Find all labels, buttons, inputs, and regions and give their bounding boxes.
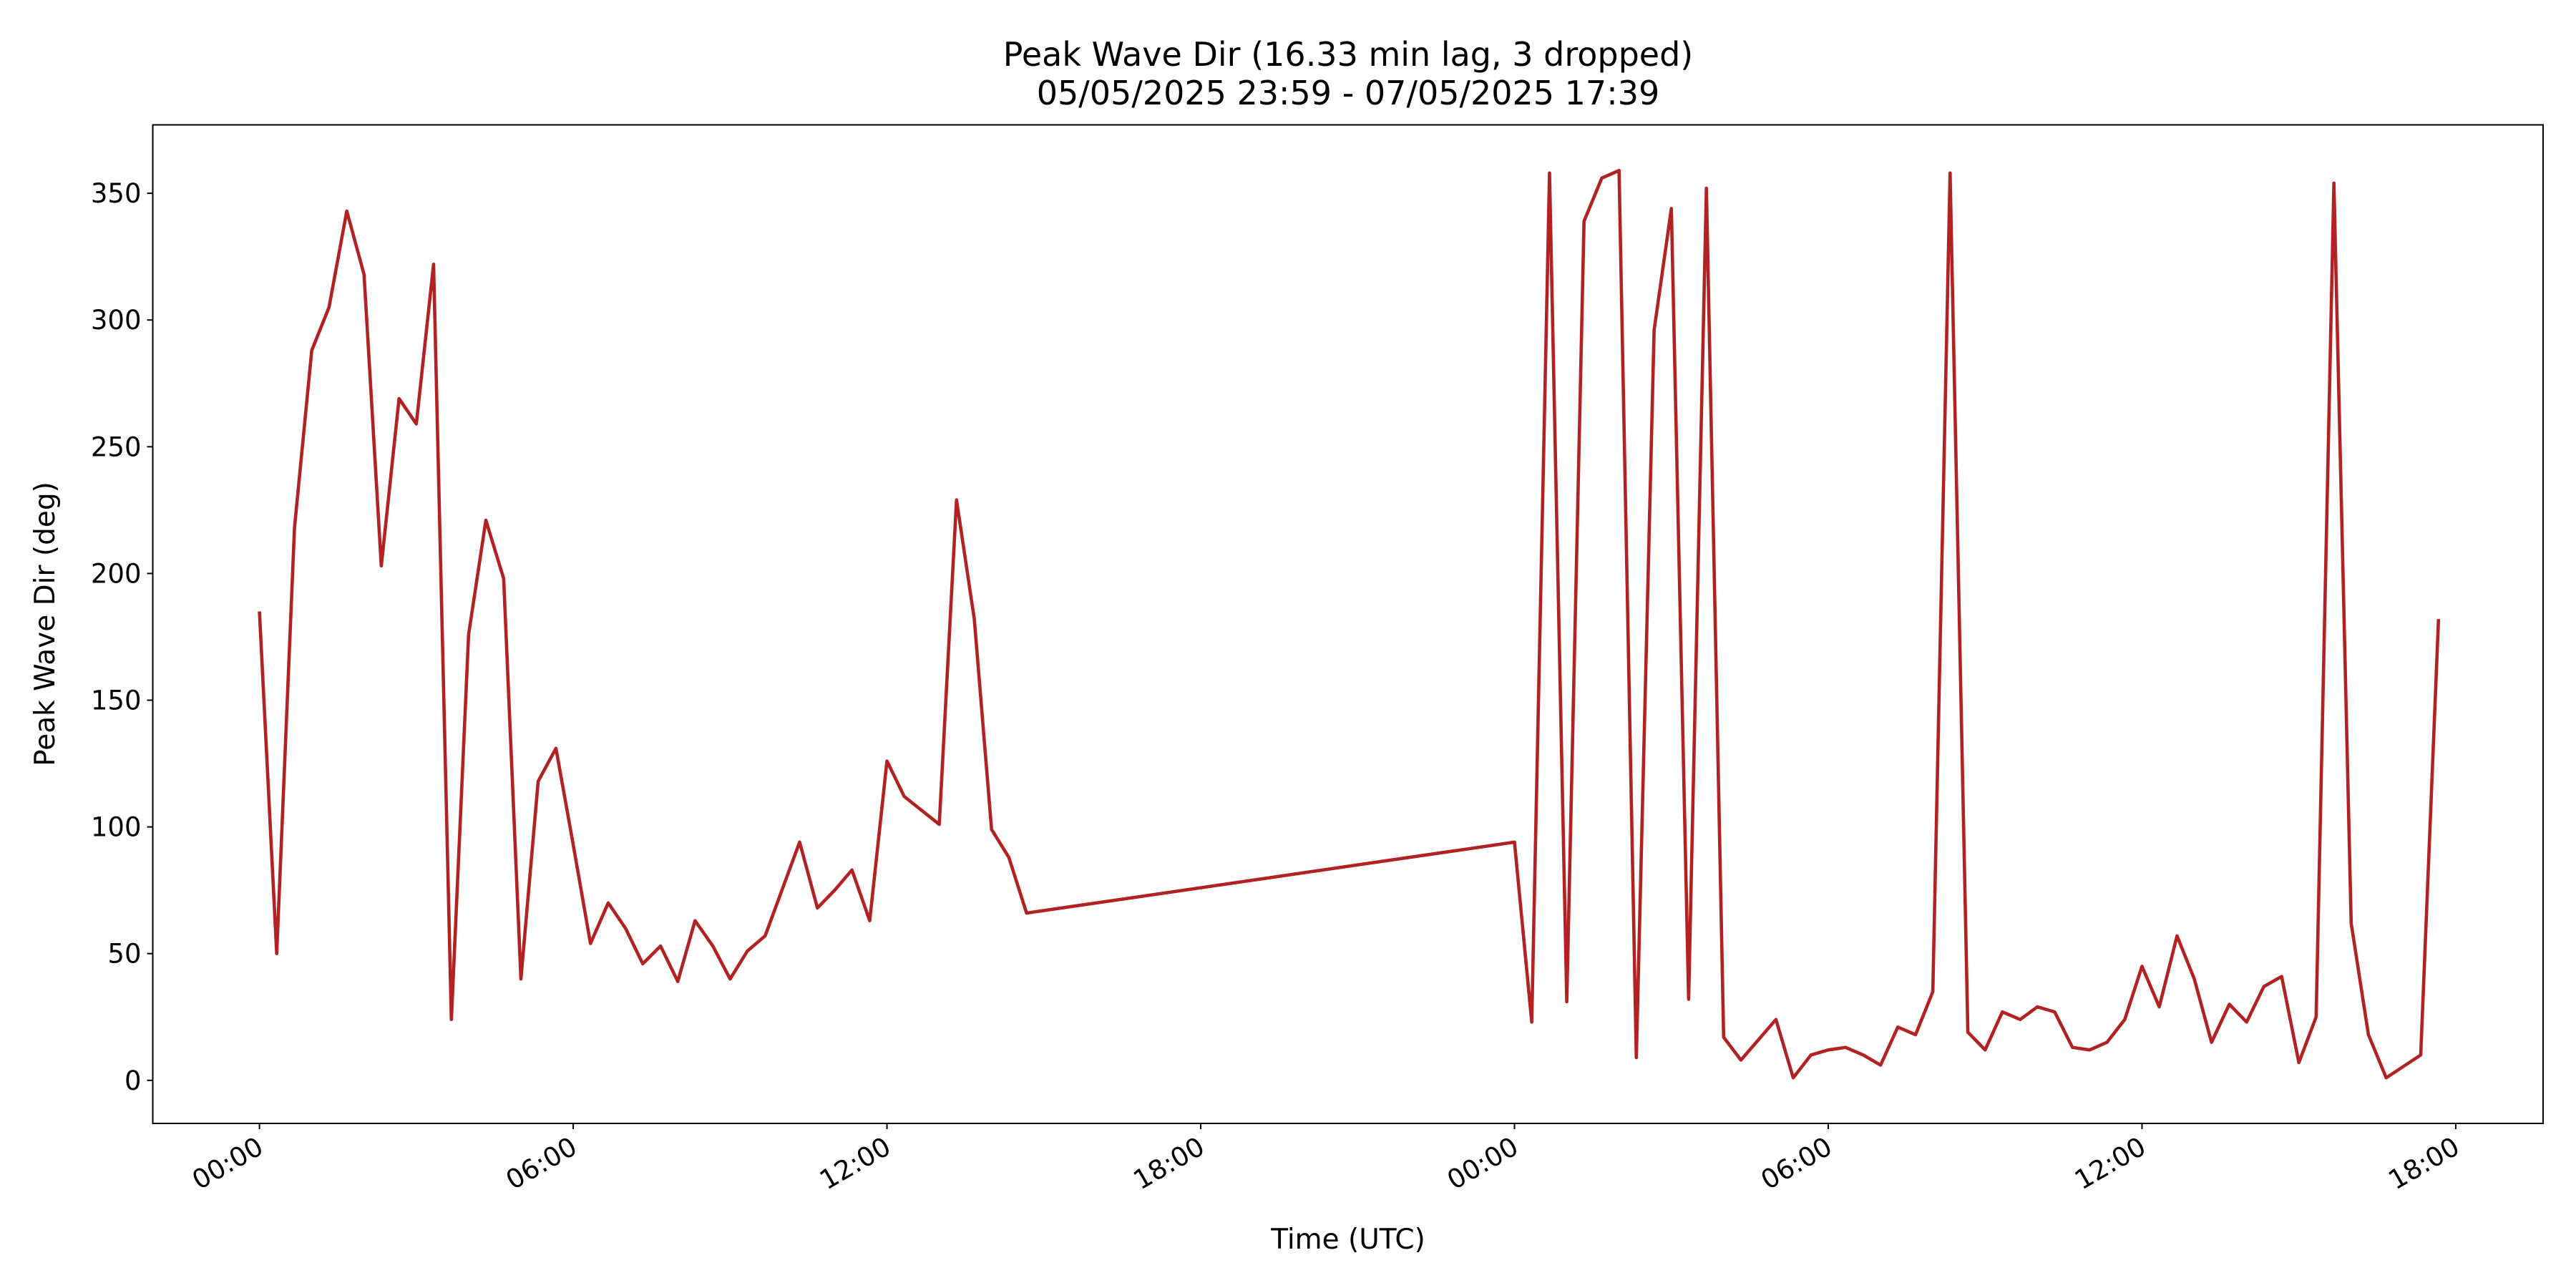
x-tick-label: 06:00 — [501, 1131, 582, 1196]
x-axis-label: Time (UTC) — [1270, 1224, 1425, 1256]
x-tick-label: 12:00 — [814, 1131, 896, 1196]
y-tick-label: 0 — [125, 1065, 142, 1096]
data-line — [258, 168, 2441, 1080]
y-axis-label: Peak Wave Dir (deg) — [29, 482, 62, 766]
x-tick-label: 18:00 — [1128, 1131, 1210, 1196]
y-tick-label: 50 — [107, 939, 141, 970]
x-tick-label: 00:00 — [187, 1131, 268, 1196]
chart-subtitle: 05/05/2025 23:59 - 07/05/2025 17:39 — [1037, 74, 1659, 112]
chart-title: Peak Wave Dir (16.33 min lag, 3 dropped) — [1003, 35, 1693, 74]
x-tick-label: 18:00 — [2384, 1131, 2465, 1196]
y-tick-label: 100 — [91, 812, 142, 843]
y-tick-label: 200 — [91, 558, 142, 589]
x-tick-label: 06:00 — [1756, 1131, 1838, 1196]
y-tick-label: 300 — [91, 305, 142, 336]
plot-frame — [152, 124, 2544, 1124]
y-tick-label: 250 — [91, 431, 142, 462]
y-tick-label: 350 — [91, 178, 142, 209]
x-tick-label: 00:00 — [1442, 1131, 1523, 1196]
y-tick-label: 150 — [91, 686, 142, 716]
x-tick-label: 12:00 — [2069, 1131, 2151, 1196]
